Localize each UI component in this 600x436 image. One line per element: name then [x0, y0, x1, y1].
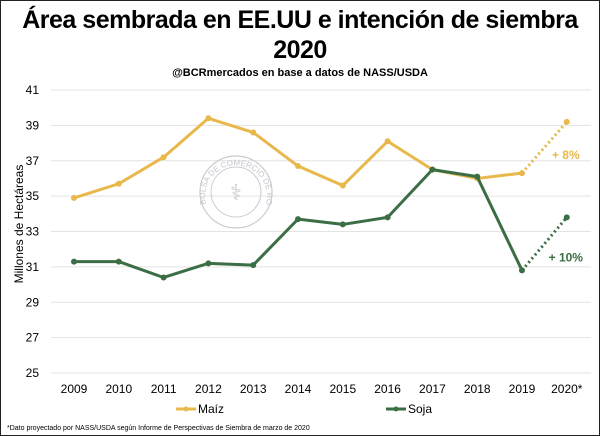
legend-marker	[183, 406, 189, 412]
y-tick-label: 35	[26, 189, 40, 203]
data-point	[115, 180, 122, 187]
projection-line-maíz	[520, 120, 568, 175]
footnote: *Dato proyectado por NASS/USDA según Inf…	[7, 425, 310, 432]
x-tick-label: 2014	[285, 382, 312, 396]
data-point	[71, 194, 77, 201]
x-tick-label: 2015	[329, 382, 356, 396]
data-point	[519, 170, 525, 177]
data-point	[339, 182, 346, 189]
watermark-text: BOLSA DE COMERCIO DE ROSARIO	[1, 1, 274, 206]
caduceus-icon: ⚕	[230, 180, 242, 205]
data-point	[339, 221, 346, 228]
data-point	[563, 118, 570, 125]
x-tick-label: 2010	[105, 382, 132, 396]
data-point	[115, 258, 122, 265]
data-point	[205, 115, 212, 122]
x-tick-label: 2018	[464, 382, 491, 396]
series-line-maíz	[73, 116, 523, 200]
data-point	[384, 214, 391, 221]
data-point	[160, 274, 167, 281]
data-point	[519, 267, 525, 274]
x-tick-label: 2013	[240, 382, 267, 396]
data-point	[250, 262, 257, 269]
x-tick-label: 2012	[195, 382, 222, 396]
x-tick-label: 2016	[374, 382, 401, 396]
data-point	[429, 166, 436, 173]
y-tick-label: 33	[26, 225, 40, 239]
y-tick-label: 41	[26, 83, 40, 97]
y-tick-label: 31	[26, 260, 40, 274]
projection-line-soja	[520, 216, 568, 272]
x-tick-label: 2019	[509, 382, 536, 396]
y-tick-label: 37	[26, 154, 40, 168]
x-tick-label: 2009	[61, 382, 88, 396]
chart-subtitle: @BCRmercados en base a datos de NASS/USD…	[172, 67, 428, 79]
y-tick-label: 29	[26, 295, 40, 309]
watermark-logo	[199, 155, 273, 229]
x-tick-label: 2017	[419, 382, 446, 396]
x-tick-label: 2011	[151, 382, 177, 396]
annotation-soja: + 10%	[549, 250, 584, 264]
x-tick-label: 2020*	[551, 382, 583, 396]
data-point	[563, 214, 570, 221]
chart-title: Área sembrada en EE.UU e intención de si…	[22, 6, 578, 64]
data-point	[295, 163, 301, 170]
data-point	[71, 258, 77, 265]
data-point	[250, 129, 257, 136]
data-point	[384, 138, 391, 145]
legend-label: Maíz	[198, 402, 224, 416]
legend-label: Soja	[408, 402, 432, 416]
annotation-maíz: + 8%	[552, 148, 580, 162]
y-tick-label: 39	[26, 118, 40, 132]
data-point	[205, 260, 212, 267]
data-point	[474, 173, 481, 180]
watermark-logo-inner	[210, 166, 262, 218]
y-tick-label: 25	[26, 366, 40, 380]
data-point	[295, 216, 301, 223]
series-line-soja	[74, 168, 524, 279]
data-point	[160, 154, 167, 161]
y-tick-label: 27	[26, 331, 40, 345]
legend-marker	[393, 406, 399, 412]
